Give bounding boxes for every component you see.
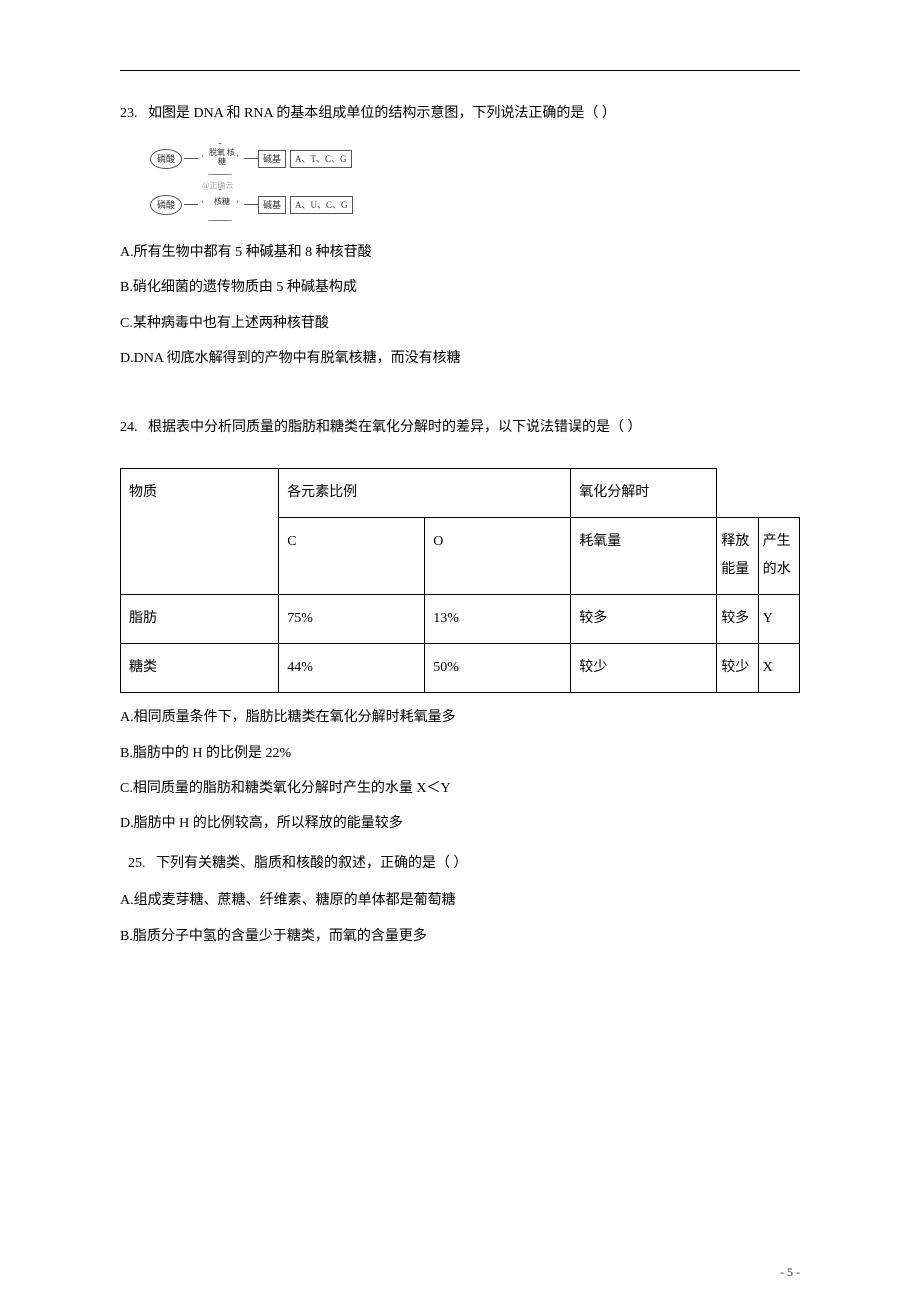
th-elements: 各元素比例	[279, 469, 571, 518]
q23-option-a: A.所有生物中都有 5 种碱基和 8 种核苷酸	[120, 238, 800, 267]
q23-option-b: B.硝化细菌的遗传物质由 5 种碱基构成	[120, 273, 800, 302]
q24-option-b: B.脂肪中的 H 的比例是 22%	[120, 739, 800, 768]
bases-box: A、U、C、G	[290, 196, 353, 214]
th-o: O	[425, 518, 571, 595]
cell-energy: 较多	[717, 595, 758, 644]
th-oxygen-consumed: 耗氧量	[571, 518, 717, 595]
q24-stem-text: 根据表中分析同质量的脂肪和糖类在氧化分解时的差异，以下说法错误的是（ ）	[148, 420, 642, 435]
q24-stem: 24. 根据表中分析同质量的脂肪和糖类在氧化分解时的差异，以下说法错误的是（ ）	[120, 413, 800, 444]
table-row: 糖类 44% 50% 较少 较少 X	[121, 644, 800, 693]
page-number: - 5 -	[780, 1263, 800, 1282]
q23-stem: 23. 如图是 DNA 和 RNA 的基本组成单位的结构示意图，下列说法正确的是…	[120, 99, 800, 130]
base-label-box: 碱基	[258, 196, 286, 214]
q24-option-d: D.脂肪中 H 的比例较高，所以释放的能量较多	[120, 809, 800, 838]
connector-line	[184, 204, 198, 205]
q25-stem: 25. 下列有关糖类、脂质和核酸的叙述，正确的是（ ）	[128, 849, 800, 880]
connector-line	[184, 158, 198, 159]
th-oxidation: 氧化分解时	[571, 469, 717, 518]
th-water-produced: 产生的水	[758, 518, 799, 595]
cell-oxygen: 较多	[571, 595, 717, 644]
cell-oxygen: 较少	[571, 644, 717, 693]
q24-table: 物质 各元素比例 氧化分解时 C O 耗氧量 释放能量 产生的水 脂肪 75% …	[120, 468, 800, 693]
connector-line	[244, 204, 258, 205]
q23-option-d: D.DNA 彻底水解得到的产物中有脱氧核糖，而没有核糖	[120, 344, 800, 373]
cell-water: Y	[758, 595, 799, 644]
diagram-row-rna: 磷酸 @正确云 核糖 碱基 A、U、C、G	[150, 186, 800, 224]
cell-o: 13%	[425, 595, 571, 644]
cell-water: X	[758, 644, 799, 693]
cell-c: 44%	[279, 644, 425, 693]
q24-option-a: A.相同质量条件下，脂肪比糖类在氧化分解时耗氧量多	[120, 703, 800, 732]
cell-c: 75%	[279, 595, 425, 644]
q25-number: 25.	[128, 856, 146, 871]
th-substance: 物质	[121, 469, 279, 595]
base-label-box: 碱基	[258, 150, 286, 168]
q24-option-c: C.相同质量的脂肪和糖类氧化分解时产生的水量 X＜Y	[120, 774, 800, 803]
th-c: C	[279, 518, 425, 595]
q24-number: 24.	[120, 420, 138, 435]
connector-line	[244, 158, 258, 159]
q24-options: A.相同质量条件下，脂肪比糖类在氧化分解时耗氧量多 B.脂肪中的 H 的比例是 …	[120, 703, 800, 839]
sugar-label: 核糖	[206, 198, 238, 207]
table-row: 物质 各元素比例 氧化分解时	[121, 469, 800, 518]
sugar-label: 脱氧 核糖	[206, 149, 238, 167]
phosphate-oval: 磷酸	[150, 149, 182, 169]
q25-option-a: A.组成麦芽糖、蔗糖、纤维素、糖原的单体都是葡萄糖	[120, 886, 800, 917]
sugar-pentagon: 脱氧 核糖	[198, 140, 244, 178]
bases-box: A、T、C、G	[290, 150, 352, 168]
q23-stem-text: 如图是 DNA 和 RNA 的基本组成单位的结构示意图，下列说法正确的是（ ）	[148, 106, 616, 121]
sugar-pentagon: @正确云 核糖	[198, 186, 244, 224]
header-rule	[120, 70, 800, 71]
q25-option-b: B.脂质分子中氢的含量少于糖类，而氧的含量更多	[120, 922, 800, 953]
q23-number: 23.	[120, 106, 138, 121]
cell-substance: 糖类	[121, 644, 279, 693]
table-row: 脂肪 75% 13% 较多 较多 Y	[121, 595, 800, 644]
q23-options: A.所有生物中都有 5 种碱基和 8 种核苷酸 B.硝化细菌的遗传物质由 5 种…	[120, 238, 800, 374]
cell-energy: 较少	[717, 644, 758, 693]
th-energy-released: 释放能量	[717, 518, 758, 595]
q23-diagram: 磷酸 脱氧 核糖 碱基 A、T、C、G 磷酸 @正确云 核糖 碱基 A、U、C、…	[150, 140, 800, 224]
phosphate-oval: 磷酸	[150, 195, 182, 215]
q25-stem-text: 下列有关糖类、脂质和核酸的叙述，正确的是（ ）	[156, 856, 468, 871]
cell-substance: 脂肪	[121, 595, 279, 644]
q23-option-c: C.某种病毒中也有上述两种核苷酸	[120, 309, 800, 338]
diagram-row-dna: 磷酸 脱氧 核糖 碱基 A、T、C、G	[150, 140, 800, 178]
cell-o: 50%	[425, 644, 571, 693]
